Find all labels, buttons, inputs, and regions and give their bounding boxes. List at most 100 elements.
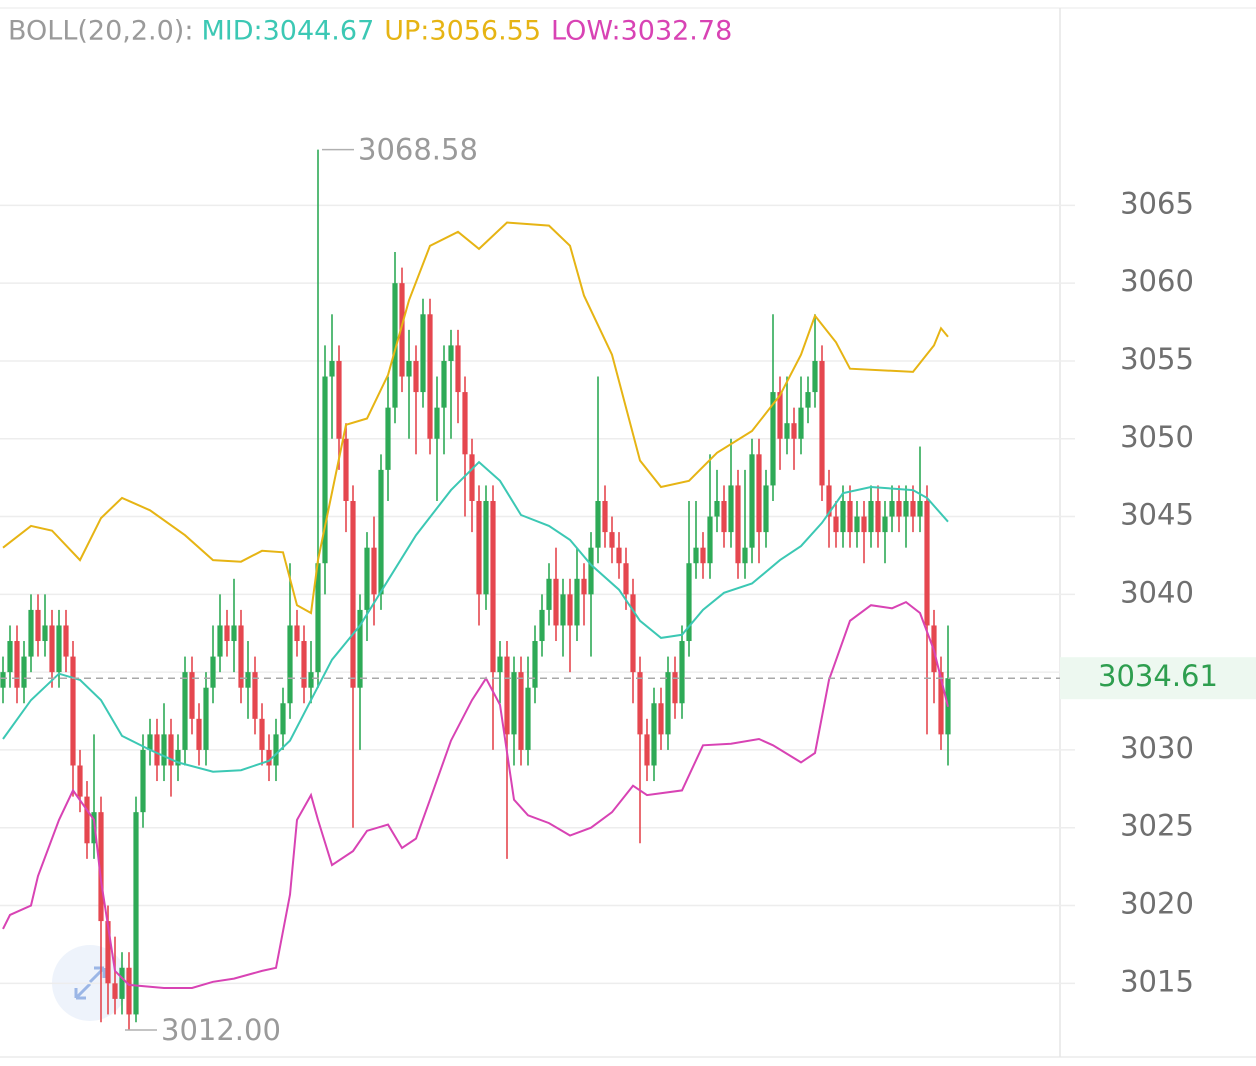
candle-body [693,547,699,564]
candle-body [819,360,825,486]
candle-body [896,500,902,517]
candle-body [700,547,706,564]
candle-body [371,547,377,595]
candle-body [315,563,321,673]
legend-value: 3044.67 [263,16,375,47]
band-line [2,221,949,615]
candle-body [777,392,783,439]
candle-body [672,672,678,704]
candle-body [336,360,342,439]
candle-body [217,625,223,657]
candle-body [749,454,755,548]
candle-body [735,485,741,564]
candle-body [147,734,153,750]
candle-body [399,283,405,377]
candle-body [259,718,265,750]
candle-body [168,734,174,766]
legend-value: 3032.78 [621,16,733,47]
candles [0,149,951,1030]
candle-body [567,594,573,626]
y-tick-label: 3060 [1120,264,1194,298]
candle-body [833,516,839,533]
y-tick-label: 3045 [1120,498,1194,532]
candle-body [154,734,160,766]
candle-body [665,672,671,735]
candle-body [518,672,524,750]
candle-body [238,625,244,688]
candle-body [196,718,202,750]
candle-body [889,500,895,517]
candle-body [560,594,566,626]
candle-body [294,625,300,642]
candle-body [742,547,748,564]
candle-body [574,578,580,626]
candle-body [56,625,62,673]
candle-body [679,641,685,704]
current-price-label: 3034.61 [1098,659,1218,693]
candle-body [322,376,328,564]
candle-body [273,734,279,766]
candle-body [189,672,195,719]
current-price-box [1060,657,1256,700]
candle-body [840,500,846,533]
candle-body [623,563,629,595]
candle-body [462,392,468,455]
candle-body [126,967,132,1015]
candle-body [231,625,237,642]
candle-body [826,485,832,517]
candle-body [84,796,90,844]
y-tick-label: 3050 [1120,420,1194,454]
candle-body [35,609,41,642]
candle-body [497,656,503,673]
candle-body [854,516,860,533]
candle-body [553,578,559,626]
candle-body [245,672,251,688]
candle-body [847,500,853,533]
candle-body [420,314,426,393]
candle-body [504,656,510,735]
candle-body [343,438,349,501]
candle-body [616,547,622,564]
candle-body [280,703,286,735]
candle-body [602,500,608,533]
y-tick-label: 3015 [1120,964,1194,998]
candle-body [546,578,552,610]
candle-body [469,454,475,501]
candle-body [70,656,76,766]
candle-body [266,749,272,766]
legend-value: 3056.55 [429,16,541,47]
candle-body [707,516,713,564]
candle-body [252,672,258,719]
candle-body [434,407,440,439]
candle-body [728,485,734,533]
candle-body [595,500,601,548]
y-tick-label: 3025 [1120,809,1194,843]
candle-body [427,314,433,439]
candle-body [119,967,125,999]
candle-body [203,687,209,750]
candle-body [917,500,923,517]
candle-body [413,360,419,393]
y-tick-label: 3030 [1120,731,1194,765]
candle-body [910,500,916,517]
candle-body [539,609,545,642]
band-line [2,600,949,989]
legend-name: MID: [201,16,262,47]
candle-body [686,563,692,642]
candle-body [350,500,356,688]
y-tick-label: 3055 [1120,342,1194,376]
candle-body [511,672,517,735]
candle-body [630,594,636,673]
candle-body [49,625,55,673]
candle-body [112,983,118,999]
candle-body [441,360,447,408]
candle-body [938,672,944,735]
grid [0,204,1075,985]
candle-body [658,703,664,735]
candle-body [287,625,293,704]
candle-body [798,407,804,439]
candle-body [882,516,888,533]
candle-body [861,516,867,533]
y-tick-label: 3065 [1120,186,1194,220]
candle-body [140,749,146,813]
